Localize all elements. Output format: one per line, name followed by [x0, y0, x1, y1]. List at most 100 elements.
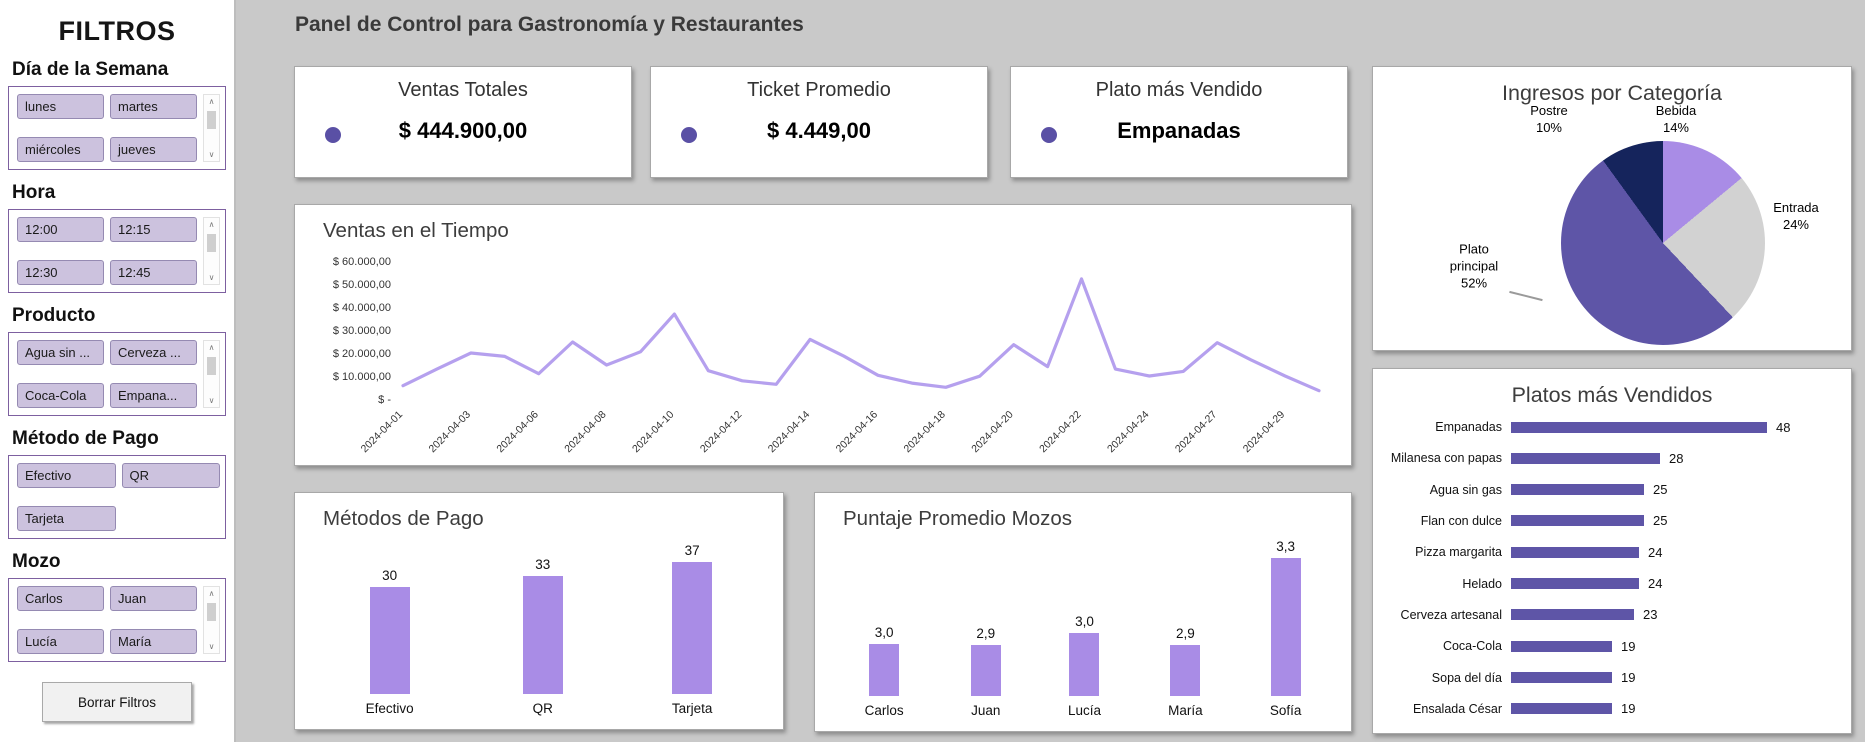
slicer-scrollbar[interactable]: ∧ ∨ [203, 217, 220, 285]
bar-chart-metodos: 30 Efectivo 33 QR 37 Tarjeta [311, 541, 767, 719]
slicer-option-cerveza[interactable]: Cerveza ... [110, 340, 197, 365]
kpi-label: Plato más Vendido [1095, 79, 1263, 101]
kpi-value: $ 4.449,00 [767, 118, 871, 143]
slicer-option-12-30[interactable]: 12:30 [17, 260, 104, 285]
x-tick-label: 2024-04-08 [562, 409, 609, 456]
pie-slice-pct: 10% [1535, 120, 1563, 135]
bullet-dot-icon [681, 127, 697, 143]
scroll-down-icon[interactable]: ∨ [208, 396, 215, 405]
slicer-option-tarjeta[interactable]: Tarjeta [17, 506, 116, 531]
scroll-up-icon[interactable]: ∧ [208, 343, 215, 352]
card-platos-mas-vendidos: Platos más Vendidos Empanadas 48 Milanesa … [1372, 368, 1852, 734]
x-tick-label: 2024-04-06 [494, 409, 541, 456]
scroll-thumb[interactable] [207, 111, 216, 129]
bar-value-label: 3,3 [1276, 539, 1295, 554]
hbar-empanadas [1511, 421, 1767, 433]
slicer-option-lunes[interactable]: lunes [17, 94, 104, 119]
hbar-value-label: 23 [1643, 607, 1658, 623]
kpi-label: Ventas Totales [398, 79, 528, 101]
card-ingresos-por-categoria: Ingresos por Categoría Bebida 14% Entrada 2… [1372, 66, 1852, 351]
hbar-row-agua-sin-gas: Agua sin gas 25 [1385, 478, 1841, 502]
hbar-row-milanesa-con-papas: Milanesa con papas 28 [1385, 446, 1841, 470]
pie-slice-pct: 14% [1662, 120, 1690, 135]
hbar-row-helado: Helado 24 [1385, 572, 1841, 596]
slicer-option-qr[interactable]: QR [121, 463, 220, 488]
filters-heading: FILTROS [58, 16, 176, 46]
bar-category-label: Efectivo [365, 701, 414, 716]
x-tick-label: 2024-04-27 [1173, 409, 1220, 456]
slicer-option-12-45[interactable]: 12:45 [110, 260, 197, 285]
x-tick-label: 2024-04-12 [698, 409, 745, 456]
hbar-category-label: Empanadas [1435, 420, 1502, 434]
scroll-up-icon[interactable]: ∧ [208, 220, 215, 229]
slicer-option-juan[interactable]: Juan [110, 586, 197, 611]
bar-lucia [1069, 633, 1100, 696]
hbar-row-sopa-del-dia: Sopa del día 19 [1385, 666, 1841, 690]
chart-title: Platos más Vendidos [1511, 383, 1713, 407]
slicer-scrollbar[interactable]: ∧ ∨ [203, 586, 220, 654]
hbar-pizza-margarita [1511, 546, 1639, 558]
slicer-option-carlos[interactable]: Carlos [17, 586, 104, 611]
hbar-value-label: 25 [1653, 513, 1668, 529]
scroll-down-icon[interactable]: ∨ [208, 642, 215, 651]
line-chart-plot: $ - $ 10.000,00 $ 20.000,00 $ 30.000,00 $ 40… [333, 256, 1321, 456]
filter-group-label-hora: Hora [12, 182, 56, 203]
clear-filters-button[interactable]: Borrar Filtros [42, 682, 192, 722]
x-tick-label: 2024-04-01 [359, 409, 406, 456]
hbar-category-label: Agua sin gas [1429, 482, 1502, 497]
hbar-flan-con-dulce [1511, 515, 1644, 527]
y-tick-label: $ 10.000,00 [333, 371, 391, 383]
slicer-option-empana[interactable]: Empana... [110, 383, 197, 408]
pie-slice-name: Postre [1530, 103, 1568, 119]
x-tick-label: 2024-04-03 [427, 409, 474, 456]
scroll-thumb[interactable] [207, 234, 216, 252]
line-series-ventas [401, 277, 1321, 393]
slicer-scrollbar[interactable]: ∧ ∨ [203, 340, 220, 408]
slicer-option-efectivo[interactable]: Efectivo [17, 463, 116, 488]
hbar-value-label: 25 [1653, 482, 1668, 498]
slicer-option-miercoles[interactable]: miércoles [17, 137, 104, 162]
slicer-options: lunes martes miércoles jueves [17, 94, 197, 162]
y-tick-label: $ 50.000,00 [333, 279, 391, 291]
slicer-option-coca-cola[interactable]: Coca-Cola [17, 383, 104, 408]
scroll-up-icon[interactable]: ∧ [208, 589, 215, 598]
x-tick-label: 2024-04-18 [901, 409, 948, 456]
bar-value-label: 37 [684, 543, 700, 558]
scroll-thumb[interactable] [207, 603, 216, 621]
slicer-option-martes[interactable]: martes [110, 94, 197, 119]
slicer-mozo: Carlos Juan Lucía María ∧ ∨ [8, 578, 226, 662]
card-metodos-de-pago: Métodos de Pago 30 Efectivo 33 QR 37 Tarjeta [294, 492, 784, 730]
pie-label-entrada: Entrada 24% [1773, 200, 1819, 234]
slicer-option-12-15[interactable]: 12:15 [110, 217, 197, 242]
bar-qr [522, 576, 563, 694]
slicer-option-12-00[interactable]: 12:00 [17, 217, 104, 242]
scroll-thumb[interactable] [207, 357, 216, 375]
x-tick-label: 2024-04-29 [1241, 409, 1288, 456]
hbar-coca-cola [1511, 640, 1612, 652]
scroll-down-icon[interactable]: ∨ [208, 273, 215, 282]
bar-value-label: 3,0 [874, 625, 894, 640]
bar-value-label: 3,0 [1075, 614, 1094, 629]
slicer-scrollbar[interactable]: ∧ ∨ [203, 94, 220, 162]
hbar-milanesa-con-papas [1511, 452, 1660, 464]
slicer-producto: Agua sin ... Cerveza ... Coca-Cola Empana..… [8, 332, 226, 416]
slicer-option-agua-sin[interactable]: Agua sin ... [17, 340, 104, 365]
scroll-down-icon[interactable]: ∨ [208, 150, 215, 159]
x-tick-label: 2024-04-20 [969, 409, 1016, 456]
hbar-agua-sin-gas [1511, 484, 1644, 496]
bullet-dot-icon [325, 127, 341, 143]
slicer-option-lucia[interactable]: Lucía [17, 629, 104, 654]
hbar-value-label: 24 [1648, 576, 1663, 592]
x-tick-label: 2024-04-16 [834, 409, 881, 456]
x-tick-label: 2024-04-24 [1105, 409, 1152, 456]
slicer-option-maria[interactable]: María [110, 629, 197, 654]
bar-juan [970, 645, 1001, 696]
slicer-options: 12:00 12:15 12:30 12:45 [17, 217, 197, 285]
bar-carlos [869, 644, 900, 696]
scroll-up-icon[interactable]: ∧ [208, 97, 215, 106]
hbar-row-empanadas: Empanadas 48 [1385, 415, 1841, 439]
slicer-option-jueves[interactable]: jueves [110, 137, 197, 162]
slicer-options: Carlos Juan Lucía María [17, 586, 197, 654]
hbar-category-label: Pizza margarita [1415, 545, 1502, 560]
x-tick-label: 2024-04-14 [766, 409, 813, 456]
